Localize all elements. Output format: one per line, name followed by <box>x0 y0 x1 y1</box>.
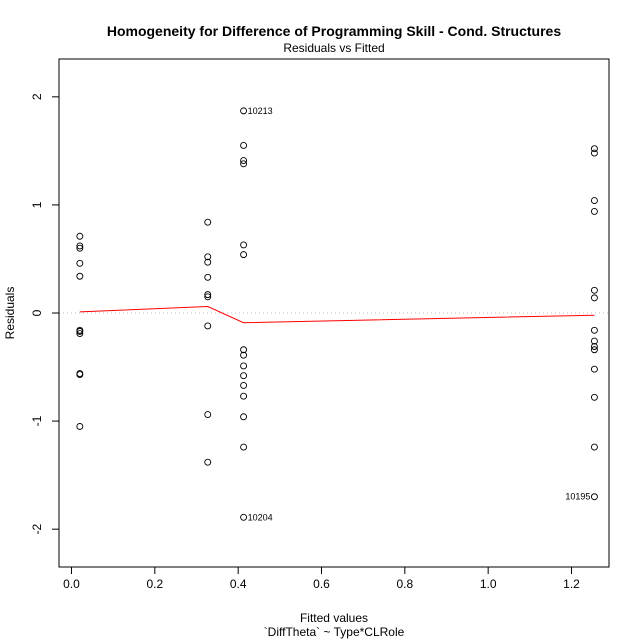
data-point <box>204 253 212 261</box>
smooth-curve <box>79 305 595 324</box>
data-point <box>204 458 212 466</box>
data-point <box>240 443 248 451</box>
data-point <box>204 258 212 266</box>
y-tick-label: 1 <box>30 201 44 208</box>
data-point <box>204 218 212 226</box>
data-point <box>240 381 248 389</box>
data-point <box>240 346 248 354</box>
data-point <box>76 232 84 240</box>
data-point <box>204 293 212 301</box>
data-point <box>590 286 598 294</box>
residual-points <box>76 107 598 521</box>
data-point <box>76 371 84 379</box>
data-point <box>204 273 212 281</box>
data-point <box>590 393 598 401</box>
data-point <box>590 343 598 350</box>
data-point <box>590 207 598 215</box>
data-point <box>240 160 248 168</box>
data-point <box>76 272 84 280</box>
x-tick-label: 0.8 <box>396 577 413 591</box>
point-label: 10195 <box>565 492 590 502</box>
chart-subtitle: Residuals vs Fitted <box>283 41 384 55</box>
data-point <box>76 259 84 267</box>
data-point <box>590 149 598 157</box>
x-tick-label: 0.6 <box>313 577 330 591</box>
data-point <box>240 351 248 359</box>
x-axis: 0.0 0.2 0.4 0.6 0.8 1.0 1.2 <box>63 566 580 591</box>
plot-frame <box>58 58 610 568</box>
data-point <box>590 365 598 373</box>
x-tick-label: 0.0 <box>63 577 80 591</box>
data-point <box>240 372 248 380</box>
data-point <box>590 145 598 153</box>
data-point <box>240 392 248 400</box>
data-point <box>590 346 598 354</box>
data-point <box>76 330 84 337</box>
data-point <box>240 513 248 521</box>
y-tick-label: 0 <box>30 309 44 316</box>
x-tick-label: 0.2 <box>146 577 163 591</box>
x-tick-label: 1.0 <box>480 577 497 591</box>
point-label: 10204 <box>248 512 273 522</box>
data-point <box>204 411 212 419</box>
data-point <box>240 251 248 259</box>
x-tick-label: 0.4 <box>230 577 247 591</box>
data-point <box>240 142 248 149</box>
data-point <box>240 362 248 370</box>
y-tick-label: -2 <box>30 524 44 535</box>
data-point <box>590 326 598 334</box>
data-point <box>590 493 598 501</box>
data-point <box>204 291 212 299</box>
y-tick-label: 2 <box>30 93 44 100</box>
data-point <box>76 327 84 335</box>
data-point <box>590 197 598 205</box>
x-axis-subtitle: `DiffTheta` ~ Type*CLRole <box>264 625 405 639</box>
smooth-line <box>79 305 595 324</box>
data-point <box>240 413 248 421</box>
y-tick-label: -1 <box>30 415 44 426</box>
point-label: 10213 <box>248 106 273 116</box>
data-point <box>76 423 84 430</box>
data-point <box>76 242 84 250</box>
data-point <box>240 107 248 115</box>
data-point <box>590 443 598 451</box>
data-point <box>240 157 248 165</box>
chart-title: Homogeneity for Difference of Programmin… <box>107 23 561 39</box>
x-axis-title: Fitted values <box>300 611 368 625</box>
data-point <box>240 241 248 249</box>
y-axis: -2 -1 0 1 2 <box>30 93 60 535</box>
outlier-labels: 10213 10204 10195 <box>248 106 591 522</box>
y-axis-title: Residuals <box>3 287 17 340</box>
data-point <box>590 294 598 302</box>
data-point <box>204 322 212 330</box>
data-point <box>76 244 84 252</box>
x-tick-label: 1.2 <box>563 577 580 591</box>
data-point <box>590 337 598 345</box>
